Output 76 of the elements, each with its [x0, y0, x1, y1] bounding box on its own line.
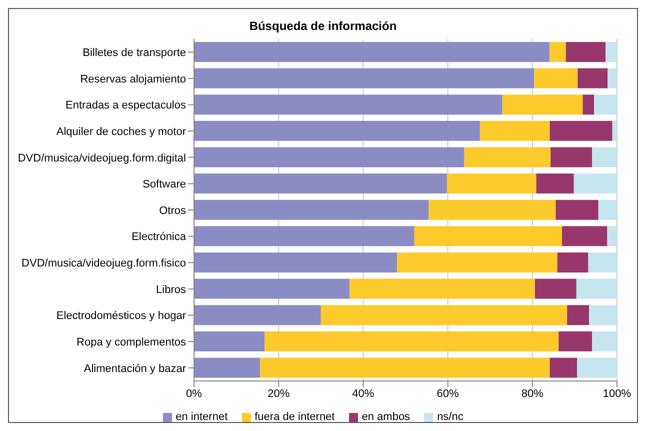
bar	[592, 147, 617, 168]
bar	[194, 331, 265, 352]
legend-label: en ambos	[362, 411, 410, 423]
bar	[566, 42, 606, 62]
bar	[194, 226, 414, 246]
bar	[550, 42, 566, 62]
bar	[558, 331, 592, 352]
bar	[502, 94, 583, 115]
bar	[194, 68, 534, 88]
x-tick-label: 20%	[268, 388, 290, 400]
bar	[320, 305, 568, 326]
bar	[534, 68, 578, 88]
legend-label: en internet	[176, 411, 228, 423]
y-tick-label: Reservas alojamiento	[80, 73, 186, 86]
bar	[550, 358, 578, 378]
y-tick-label: DVD/musica/videojueg.form.fisico	[22, 258, 186, 270]
bar	[480, 120, 550, 141]
chart-title: Búsqueda de información	[248, 19, 398, 33]
y-tick-label: Otros	[159, 204, 186, 217]
bar	[592, 331, 617, 352]
bar	[534, 278, 576, 299]
bar	[194, 305, 321, 326]
y-tick-label: Billetes de transporte	[82, 47, 186, 60]
bar	[612, 120, 617, 141]
y-tick-label: Software	[142, 178, 186, 191]
bar	[606, 42, 617, 62]
y-tick-label: Electrónica	[132, 231, 187, 244]
legend-label: fuera de internet	[254, 411, 335, 423]
bar	[598, 200, 617, 220]
x-tick-label: 40%	[352, 388, 374, 400]
bar	[550, 147, 592, 168]
bar	[608, 68, 617, 88]
y-tick-label: Electrodomésticos y hogar	[56, 310, 186, 322]
bar	[194, 200, 429, 220]
bar	[582, 94, 594, 115]
y-tick-label: Libros	[156, 284, 186, 296]
bar	[589, 305, 617, 326]
bar	[194, 358, 260, 378]
y-tick-label: Ropa y complementos	[76, 336, 186, 348]
bar	[550, 120, 612, 141]
bar	[194, 278, 350, 299]
x-tick-label: 60%	[436, 388, 460, 400]
bar	[567, 305, 590, 326]
x-tick-label: 100%	[602, 388, 632, 400]
x-tick-label: 80%	[521, 388, 544, 400]
bar	[194, 147, 464, 168]
bar	[194, 120, 480, 141]
bar	[264, 331, 559, 352]
bar	[562, 226, 608, 246]
bar	[577, 358, 617, 378]
bar	[446, 174, 536, 194]
bar	[260, 358, 550, 378]
y-tick-label: Alimentación y bazar	[84, 362, 186, 375]
bar	[194, 94, 502, 115]
bar	[576, 278, 617, 299]
bar	[607, 226, 617, 246]
x-tick-label: 0%	[186, 388, 202, 400]
bar	[536, 174, 574, 194]
y-tick-label: Entradas a espectaculos	[66, 100, 186, 112]
bar	[194, 42, 550, 62]
bar	[574, 174, 617, 194]
y-tick-label: DVD/musica/videojueg.form.digital	[18, 152, 186, 164]
bar	[588, 252, 617, 272]
bar	[594, 94, 617, 115]
bar	[397, 252, 558, 272]
bar	[414, 226, 562, 246]
bar	[350, 278, 535, 299]
bar	[428, 200, 556, 220]
legend-label: ns/nc	[437, 411, 464, 423]
bar	[194, 252, 398, 272]
y-tick-label: Alquiler de coches y motor	[56, 126, 186, 138]
bar	[578, 68, 608, 88]
bar	[464, 147, 551, 168]
bar	[556, 200, 598, 220]
bar	[194, 174, 447, 194]
bar	[557, 252, 588, 272]
